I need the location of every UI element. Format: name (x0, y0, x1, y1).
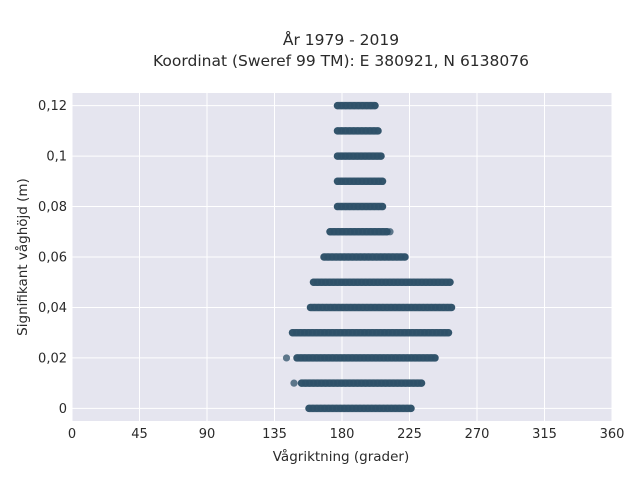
data-point (378, 177, 387, 185)
data-point (417, 379, 426, 387)
data-point (386, 228, 394, 236)
data-point (447, 303, 456, 312)
data-point (378, 202, 387, 211)
chart-title-line-2: Koordinat (Sweref 99 TM): E 380921, N 61… (153, 52, 529, 70)
y-tick-label: 0,06 (38, 251, 67, 266)
data-point (444, 329, 453, 337)
y-tick-label: 0,08 (38, 200, 67, 215)
data-point (431, 354, 439, 362)
y-tick-label: 0,12 (38, 99, 67, 114)
data-point (446, 278, 454, 286)
data-point (374, 127, 382, 135)
y-tick-labels: 0 0,02 0,04 0,06 0,08 0,1 0,12 (38, 99, 67, 417)
data-point (401, 253, 409, 261)
x-tick-label: 135 (262, 427, 287, 442)
x-tick-label: 180 (330, 427, 355, 442)
data-point (371, 102, 379, 110)
data-point (407, 404, 415, 412)
x-tick-label: 360 (600, 427, 625, 442)
y-axis-title: Signifikant våghöjd (m) (14, 178, 31, 336)
x-tick-label: 315 (532, 427, 557, 442)
x-tick-label: 0 (68, 427, 76, 442)
chart-title-line-1: År 1979 - 2019 (283, 30, 399, 49)
x-tick-labels: 0 45 90 135 180 225 270 315 360 (68, 427, 625, 442)
data-point (282, 354, 291, 362)
x-tick-label: 270 (465, 427, 490, 442)
data-point (377, 152, 385, 160)
data-points (282, 101, 456, 413)
x-tick-label: 225 (397, 427, 422, 442)
y-tick-label: 0,04 (38, 301, 67, 316)
data-point (290, 379, 298, 387)
y-tick-label: 0,02 (38, 351, 67, 366)
x-axis-title: Vågriktning (grader) (273, 448, 410, 465)
x-tick-label: 90 (199, 427, 216, 442)
y-tick-label: 0 (59, 402, 67, 417)
x-tick-label: 45 (131, 427, 148, 442)
y-tick-label: 0,1 (46, 150, 67, 165)
